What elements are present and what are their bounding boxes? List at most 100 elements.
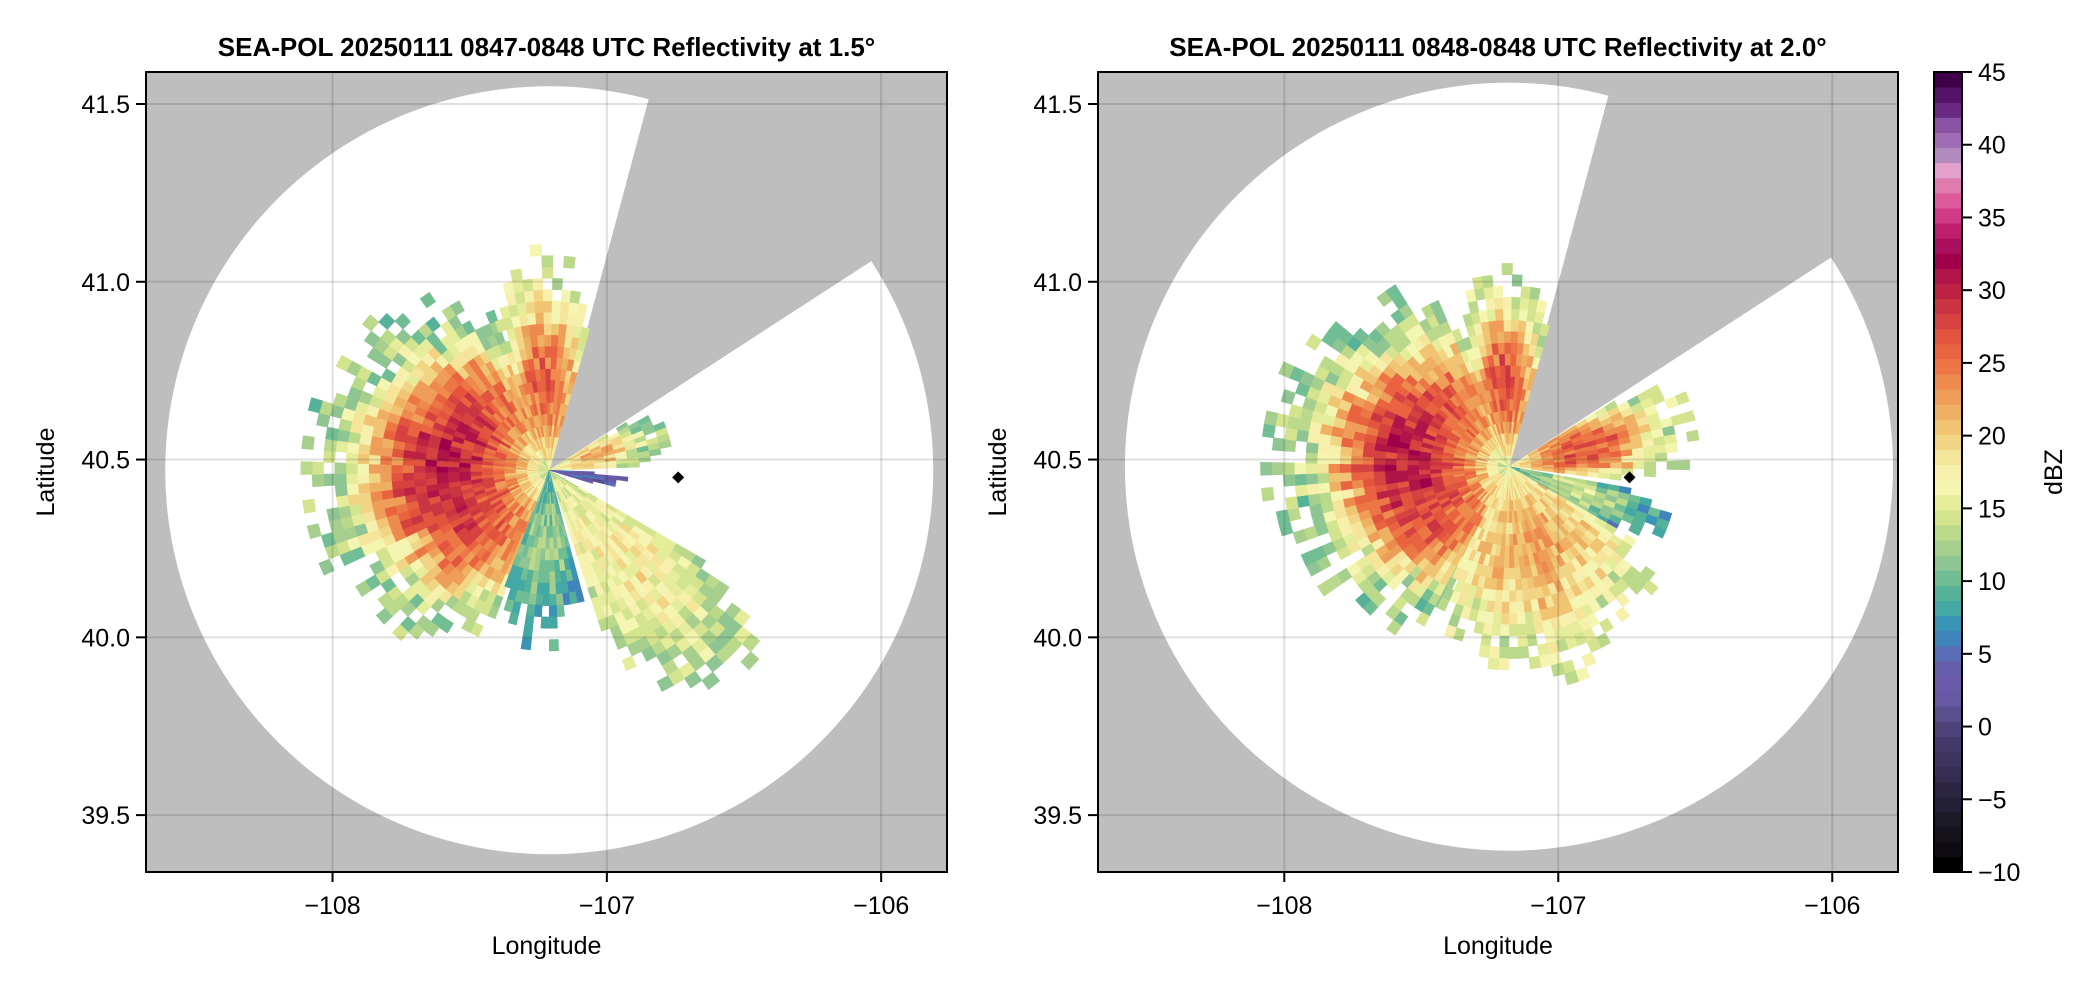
echo-cell [1632, 461, 1645, 470]
echo-cell [1565, 463, 1578, 469]
echo-cell [335, 354, 353, 372]
echo-cell [1327, 463, 1340, 474]
echo-cell [1513, 556, 1520, 569]
x-tick-label: −107 [1530, 892, 1586, 920]
echo-cell [552, 277, 563, 291]
echo-cell [375, 607, 393, 625]
echo-cell [581, 478, 594, 484]
echo-cell [402, 479, 416, 489]
echo-cell [550, 345, 559, 358]
x-tick-label: −106 [853, 892, 909, 920]
echo-cell [1513, 567, 1522, 580]
colorbar-segment [1934, 449, 1962, 466]
echo-cell [469, 471, 482, 477]
echo-cell [1483, 286, 1495, 300]
echo-cell [1294, 473, 1307, 486]
colorbar-segment [1934, 313, 1962, 330]
echo-cell [1497, 342, 1506, 355]
echo-cell [356, 473, 370, 484]
echo-cell [1440, 465, 1453, 470]
echo-cell [425, 316, 441, 333]
echo-cell [1511, 296, 1522, 310]
colorbar-tick-label: −5 [1978, 786, 2007, 814]
echo-cell [1631, 447, 1645, 457]
echo-cell [548, 582, 557, 595]
colorbar-segment [1934, 841, 1962, 858]
echo-cell [307, 397, 323, 414]
x-axis-label: Longitude [1443, 932, 1553, 960]
colorbar-segment [1934, 645, 1962, 662]
echo-cell [548, 593, 557, 607]
echo-cell [1385, 604, 1401, 621]
echo-cell [541, 255, 554, 268]
echo-cell [1526, 633, 1538, 647]
colorbar-segment [1934, 222, 1962, 239]
echo-cell [1598, 472, 1611, 480]
echo-cell [1508, 522, 1513, 535]
echo-cell [1520, 286, 1532, 299]
radar-panel-1: −108 −107 −106 39.5 40.0 40.5 41.0 41.5 SEA-POL … [32, 32, 948, 960]
colorbar-segment [1934, 630, 1962, 647]
echo-cell [1339, 471, 1352, 482]
echo-cell [1536, 299, 1548, 313]
echo-cell [1271, 462, 1284, 476]
echo-cell [641, 645, 657, 662]
echo-cell [335, 494, 350, 508]
y-tick-label: 40.0 [1033, 624, 1082, 652]
radar-panel-2: −108 −107 −106 39.5 40.0 40.5 41.0 41.5 SEA-POL … [984, 32, 1899, 960]
echo-cell [1610, 462, 1623, 469]
echo-cell [525, 301, 536, 314]
echo-cell [548, 616, 558, 629]
x-tick-label: −108 [1256, 892, 1312, 920]
colorbar-segment [1934, 117, 1962, 133]
echo-cell [551, 323, 560, 336]
echo-cell [368, 481, 382, 493]
colorbar-segment [1934, 207, 1962, 224]
reflectivity-field [300, 244, 761, 693]
echo-cell [424, 465, 437, 473]
colorbar-segment [1934, 298, 1962, 315]
echo-cell [1486, 308, 1497, 322]
echo-cell [524, 614, 535, 628]
echo-cell [1500, 376, 1507, 389]
echo-cell [1539, 323, 1550, 337]
y-tick-label: 39.5 [81, 802, 130, 830]
echo-cell [621, 655, 637, 671]
echo-cell [413, 472, 426, 480]
y-tick-label: 41.5 [1033, 91, 1082, 119]
colorbar-tick-label: 30 [1978, 277, 2006, 305]
echo-cell [1498, 658, 1510, 671]
echo-cell [402, 464, 415, 474]
colorbar-segment [1934, 147, 1962, 164]
echo-cell [1261, 487, 1275, 502]
echo-cell [1528, 655, 1542, 670]
plot-frame [145, 71, 948, 873]
y-tick-label: 41.0 [1033, 269, 1082, 297]
echo-cell [556, 604, 565, 618]
echo-cell [1316, 472, 1330, 484]
y-tick-label: 41.0 [81, 269, 130, 297]
echo-cell [525, 603, 536, 617]
echo-cell [368, 472, 381, 484]
echo-cell [379, 472, 392, 483]
echo-cell [347, 493, 361, 506]
echo-cell [543, 300, 553, 313]
colorbar-tick-label: −10 [1978, 859, 2020, 887]
reflectivity-field [1260, 263, 1700, 686]
echo-cell [533, 289, 544, 302]
y-tick-label: 40.5 [81, 447, 130, 475]
echo-cell [1643, 453, 1657, 463]
colorbar-segment [1934, 751, 1962, 767]
echo-cell [1510, 342, 1518, 355]
echo-cell [548, 605, 558, 618]
echo-cell [1501, 590, 1510, 603]
echo-cell [1351, 479, 1364, 490]
echo-cell [1488, 646, 1500, 659]
colorbar-segment [1934, 268, 1962, 284]
echo-cell [1318, 491, 1332, 504]
colorbar-tick-label: 45 [1978, 59, 2006, 87]
echo-cell [603, 480, 617, 487]
echo-cell [345, 452, 359, 464]
echo-cell [1642, 579, 1659, 596]
